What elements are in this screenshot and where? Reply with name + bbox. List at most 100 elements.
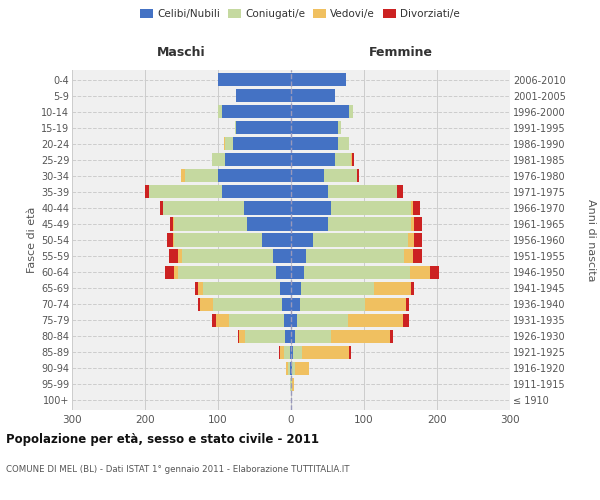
Bar bbox=[212, 314, 216, 327]
Bar bbox=[290, 346, 291, 359]
Bar bbox=[413, 202, 420, 214]
Bar bbox=[291, 137, 338, 150]
Text: Anni di nascita: Anni di nascita bbox=[586, 198, 596, 281]
Bar bbox=[291, 346, 293, 359]
Bar bbox=[181, 170, 185, 182]
Bar bbox=[169, 250, 178, 262]
Bar bbox=[278, 346, 280, 359]
Bar bbox=[389, 330, 393, 343]
Bar bbox=[236, 89, 291, 102]
Bar bbox=[411, 282, 415, 294]
Text: Maschi: Maschi bbox=[157, 46, 206, 59]
Bar bbox=[273, 250, 291, 262]
Bar bbox=[291, 362, 292, 375]
Bar bbox=[291, 266, 304, 278]
Bar bbox=[218, 73, 291, 86]
Bar bbox=[239, 330, 245, 343]
Bar bbox=[297, 314, 348, 327]
Bar bbox=[247, 218, 291, 230]
Bar bbox=[331, 330, 389, 343]
Bar bbox=[286, 362, 288, 375]
Bar bbox=[280, 282, 291, 294]
Bar bbox=[331, 202, 412, 214]
Bar bbox=[145, 186, 149, 198]
Bar bbox=[233, 137, 291, 150]
Bar bbox=[349, 105, 353, 118]
Bar bbox=[374, 282, 411, 294]
Bar bbox=[291, 298, 300, 310]
Bar bbox=[404, 250, 413, 262]
Text: COMUNE DI MEL (BL) - Dati ISTAT 1° gennaio 2011 - Elaborazione TUTTITALIA.IT: COMUNE DI MEL (BL) - Dati ISTAT 1° genna… bbox=[6, 466, 349, 474]
Bar bbox=[163, 202, 244, 214]
Bar bbox=[178, 250, 182, 262]
Bar bbox=[173, 234, 174, 246]
Bar bbox=[280, 346, 284, 359]
Bar bbox=[351, 153, 352, 166]
Bar bbox=[295, 330, 331, 343]
Bar bbox=[226, 153, 291, 166]
Bar bbox=[338, 121, 341, 134]
Bar bbox=[291, 121, 338, 134]
Bar bbox=[352, 153, 354, 166]
Bar bbox=[166, 266, 174, 278]
Bar bbox=[291, 314, 297, 327]
Bar bbox=[291, 186, 328, 198]
Bar bbox=[291, 378, 292, 391]
Bar bbox=[167, 234, 173, 246]
Bar bbox=[182, 250, 273, 262]
Bar bbox=[328, 186, 397, 198]
Bar bbox=[356, 170, 359, 182]
Bar bbox=[200, 298, 213, 310]
Bar bbox=[291, 153, 335, 166]
Bar bbox=[335, 153, 351, 166]
Bar bbox=[365, 298, 406, 310]
Bar bbox=[412, 202, 413, 214]
Bar bbox=[291, 105, 349, 118]
Bar bbox=[218, 105, 221, 118]
Bar bbox=[301, 282, 374, 294]
Bar bbox=[302, 346, 349, 359]
Bar bbox=[178, 266, 277, 278]
Bar bbox=[291, 282, 301, 294]
Bar bbox=[397, 186, 403, 198]
Bar bbox=[197, 282, 203, 294]
Bar bbox=[291, 170, 324, 182]
Bar bbox=[291, 234, 313, 246]
Bar bbox=[218, 170, 291, 182]
Bar bbox=[338, 137, 349, 150]
Bar bbox=[236, 121, 291, 134]
Bar bbox=[291, 73, 346, 86]
Bar bbox=[221, 186, 291, 198]
Bar bbox=[291, 330, 295, 343]
Bar bbox=[408, 234, 413, 246]
Bar bbox=[291, 250, 305, 262]
Bar bbox=[328, 218, 412, 230]
Text: Femmine: Femmine bbox=[368, 46, 433, 59]
Bar bbox=[304, 266, 410, 278]
Bar bbox=[213, 298, 282, 310]
Bar bbox=[197, 298, 200, 310]
Bar bbox=[284, 314, 291, 327]
Bar bbox=[313, 234, 408, 246]
Bar bbox=[185, 170, 218, 182]
Bar bbox=[282, 298, 291, 310]
Bar bbox=[285, 330, 291, 343]
Bar bbox=[244, 202, 291, 214]
Bar bbox=[292, 378, 294, 391]
Bar bbox=[291, 218, 328, 230]
Bar bbox=[290, 362, 291, 375]
Bar bbox=[216, 314, 229, 327]
Bar bbox=[410, 266, 430, 278]
Bar bbox=[262, 234, 291, 246]
Legend: Celibi/Nubili, Coniugati/e, Vedovi/e, Divorziati/e: Celibi/Nubili, Coniugati/e, Vedovi/e, Di… bbox=[136, 5, 464, 24]
Bar bbox=[413, 250, 422, 262]
Bar bbox=[221, 105, 291, 118]
Bar bbox=[348, 314, 403, 327]
Bar bbox=[290, 378, 291, 391]
Text: Popolazione per età, sesso e stato civile - 2011: Popolazione per età, sesso e stato civil… bbox=[6, 432, 319, 446]
Bar bbox=[284, 346, 290, 359]
Bar bbox=[203, 282, 280, 294]
Bar bbox=[288, 362, 290, 375]
Bar bbox=[277, 266, 291, 278]
Bar bbox=[224, 137, 226, 150]
